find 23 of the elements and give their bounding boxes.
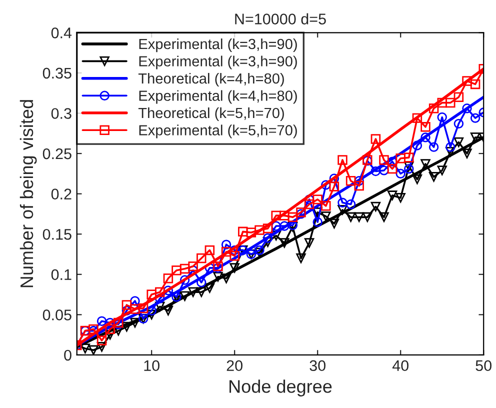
legend-label: Theoretical (k=4,h=80) <box>138 72 284 87</box>
y-tick-label: 0.15 <box>42 228 72 240</box>
y-tick-label: 0 <box>64 350 72 361</box>
legend-label: Experimental (k=5,h=70) <box>139 124 297 138</box>
x-tick-label: 40 <box>392 360 408 372</box>
x-tick-label: 20 <box>226 360 242 372</box>
y-tick-label: 0.25 <box>42 148 72 160</box>
legend-label: Experimental (k=3,h=90) <box>139 56 297 70</box>
y-tick-label: 0.4 <box>51 28 72 38</box>
x-tick-label: 30 <box>310 360 326 372</box>
y-tick-label: 0.3 <box>51 108 72 119</box>
x-tick-label: 10 <box>144 360 160 372</box>
x-axis-title: Node degree <box>230 380 332 396</box>
chart-title: N=10000 d=5 <box>235 13 326 24</box>
legend-label: Experimental (k=4,h=80) <box>139 90 297 104</box>
y-tick-label: 0.35 <box>42 68 72 79</box>
y-tick-label: 0.05 <box>42 310 72 320</box>
y-tick-label: 0.1 <box>51 269 72 280</box>
x-tick-label: 50 <box>476 360 492 372</box>
legend-label: Experimental (k=3,h=90) <box>139 38 297 52</box>
y-axis-title: Number of being visited <box>20 100 37 288</box>
y-tick-label: 0.2 <box>51 188 72 200</box>
legend-label: Theoretical (k=5,h=70) <box>138 107 284 122</box>
